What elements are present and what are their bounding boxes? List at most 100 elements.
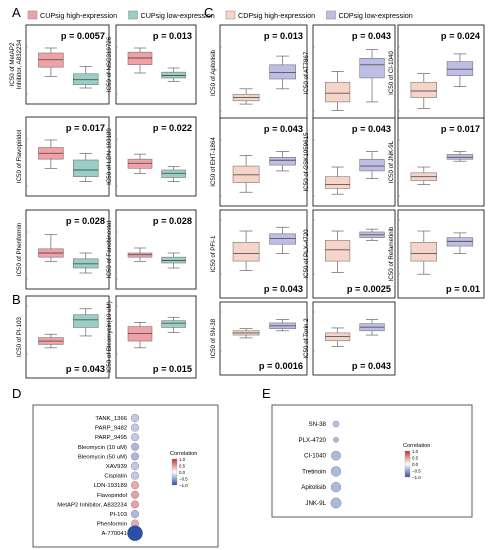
y-axis-label: IC50 of Torin 2 bbox=[303, 318, 310, 359]
boxplot-panel-4: IC50 of LDN-193189 p = 0.022 bbox=[106, 116, 197, 197]
row-label: CI-1040 bbox=[304, 453, 327, 460]
correlation-bubble bbox=[131, 500, 139, 509]
low-expression-box bbox=[359, 151, 385, 180]
p-value-label: p = 0.024 bbox=[441, 31, 481, 41]
box-iqr bbox=[73, 314, 99, 328]
colorbar-title: Correlation bbox=[170, 451, 197, 457]
low-expression-box bbox=[359, 319, 385, 336]
box-iqr bbox=[73, 159, 99, 177]
boxplot-panel-11: IC50 of CI-1040 p = 0.024 bbox=[388, 24, 485, 122]
box-iqr bbox=[232, 242, 260, 262]
p-value-label: p = 0.01 bbox=[446, 284, 480, 294]
p-value-label: p = 0.043 bbox=[352, 124, 391, 134]
correlation-bubble bbox=[330, 482, 342, 493]
box-iqr bbox=[410, 242, 437, 262]
correlation-bubble bbox=[333, 437, 339, 443]
boxplot-panel-15: IC50 of PFI-1 p = 0.043 bbox=[210, 209, 308, 299]
colorbar-tick-label: 0.5 bbox=[412, 455, 419, 460]
boxplot-panel-1: IC50 of MetAP2 Inhibitor, A832234 p = 0.00… bbox=[9, 24, 110, 105]
y-axis-label: IC50 of Phenformin bbox=[16, 222, 23, 276]
high-expression-box bbox=[127, 322, 153, 349]
p-value-label: p = 0.0025 bbox=[347, 284, 391, 294]
box-iqr bbox=[161, 320, 186, 328]
low-expression-box bbox=[446, 232, 474, 254]
high-expression-box bbox=[324, 230, 351, 273]
high-expression-box bbox=[127, 47, 153, 74]
boxplot-panel-13: IC50 of GSK1059615 p = 0.043 bbox=[303, 117, 396, 207]
y-axis-label: IC50 of Bleomycin(10 uM) bbox=[106, 301, 113, 373]
y-axis-label: IC50 of Apitolisib bbox=[210, 49, 217, 96]
row-label: Apitolisib bbox=[301, 484, 326, 491]
boxplot-panel-6: IC50 of Fanobinostat p = 0.028 bbox=[106, 209, 197, 290]
y-axis-label: IC50 of JNK-9L bbox=[388, 140, 395, 183]
boxplot-panel-7: IC50 of PI-103 p = 0.043 bbox=[16, 295, 110, 379]
box-iqr bbox=[232, 165, 260, 183]
y-axis-label: IC50 of PFI-1 bbox=[210, 235, 217, 272]
high-expression-box bbox=[38, 47, 64, 77]
colorbar bbox=[404, 450, 411, 478]
boxplot-panel-12: IC50 of EHT-1864 p = 0.043 bbox=[210, 117, 308, 207]
boxplot-panel-14: IC50 of JNK-9L p = 0.017 bbox=[388, 117, 485, 207]
box-iqr bbox=[446, 237, 474, 247]
box-iqr bbox=[446, 154, 474, 160]
correlation-bubble bbox=[330, 466, 342, 477]
box-iqr bbox=[410, 81, 437, 98]
boxplot-panel-16: IC50 of PLX-4720 p = 0.0025 bbox=[303, 209, 396, 299]
correlation-bubble bbox=[131, 462, 139, 470]
row-label: XAV939 bbox=[106, 464, 127, 470]
low-expression-box bbox=[161, 252, 186, 269]
boxplot-panel-18: IC50 of SN-38 p = 0.0016 bbox=[210, 301, 308, 376]
colorbar-tick-label: 1.0 bbox=[179, 457, 186, 462]
high-expression-box bbox=[38, 333, 64, 349]
correlation-bubble bbox=[332, 420, 340, 428]
row-label: Bleomycin (50 uM) bbox=[78, 454, 127, 460]
p-value-label: p = 0.028 bbox=[66, 216, 105, 226]
row-label: SN-38 bbox=[308, 421, 326, 428]
row-label: PARP_9495 bbox=[95, 435, 128, 441]
row-label: Phenformin bbox=[97, 522, 127, 528]
p-value-label: p = 0.0057 bbox=[61, 31, 105, 41]
low-expression-box bbox=[269, 319, 296, 332]
panel-frame bbox=[25, 295, 110, 379]
boxplot-panel-2: IC50 of NSC319726 p = 0.013 bbox=[106, 24, 197, 105]
boxplot-panel-10: IC50 of AT7867 p = 0.043 bbox=[303, 24, 396, 122]
low-expression-box bbox=[269, 226, 296, 254]
correlation-bubble bbox=[131, 423, 139, 432]
y-axis-label: IC50 of AT7867 bbox=[303, 51, 310, 94]
y-axis-label: IC50 of Fanobinostat bbox=[106, 221, 113, 279]
row-label: Bleomycin (10 uM) bbox=[78, 445, 127, 451]
colorbar-tick-label: 0.0 bbox=[179, 470, 186, 475]
high-expression-box bbox=[232, 230, 260, 271]
panel-letter-a: A bbox=[12, 5, 21, 20]
high-expression-box bbox=[410, 230, 437, 275]
high-expression-box bbox=[127, 247, 153, 262]
panel-frame bbox=[271, 404, 473, 518]
row-label: TANK_1366 bbox=[95, 416, 127, 422]
p-value-label: p = 0.015 bbox=[153, 364, 192, 374]
colorbar-tick-label: 0.5 bbox=[179, 463, 186, 468]
cup-legend-low-label: CUPsig low-expression bbox=[141, 11, 215, 20]
colorbar-tick-label: −0.5 bbox=[179, 476, 188, 481]
bubble-panel-e: SN-38 PLX-4720 CI-1040 Tretinoin Apitolisib J… bbox=[271, 404, 473, 518]
colorbar-tick-label: 0.0 bbox=[412, 462, 419, 467]
panel-frame bbox=[32, 404, 219, 548]
boxplot-panel-5: IC50 of Phenformin p = 0.028 bbox=[16, 209, 110, 290]
low-expression-box bbox=[161, 166, 186, 183]
p-value-label: p = 0.0016 bbox=[259, 361, 303, 371]
row-label: A-770041 bbox=[101, 531, 127, 537]
correlation-bubble bbox=[131, 490, 139, 499]
low-expression-box bbox=[359, 228, 385, 241]
row-label: MetAP2 Inhibitor, A832234 bbox=[57, 502, 127, 508]
cdp-legend-low-label: CDPsig low-expression bbox=[339, 11, 413, 20]
low-expression-box bbox=[446, 53, 474, 87]
low-expression-box bbox=[359, 49, 385, 103]
panel-letter-e: E bbox=[262, 386, 271, 401]
y-axis-label: IC50 of Refametinib bbox=[388, 226, 395, 281]
low-expression-box bbox=[73, 252, 99, 274]
cdp-legend-high-swatch bbox=[225, 10, 236, 20]
correlation-bubble bbox=[131, 510, 139, 518]
y-axis-label: IC50 of LDN-193189 bbox=[106, 128, 113, 185]
p-value-label: p = 0.043 bbox=[264, 284, 303, 294]
colorbar-tick-label: −1.0 bbox=[412, 475, 421, 480]
high-expression-box bbox=[410, 73, 437, 109]
